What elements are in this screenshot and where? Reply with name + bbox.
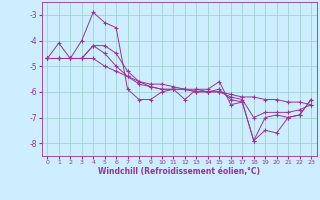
X-axis label: Windchill (Refroidissement éolien,°C): Windchill (Refroidissement éolien,°C) xyxy=(98,167,260,176)
